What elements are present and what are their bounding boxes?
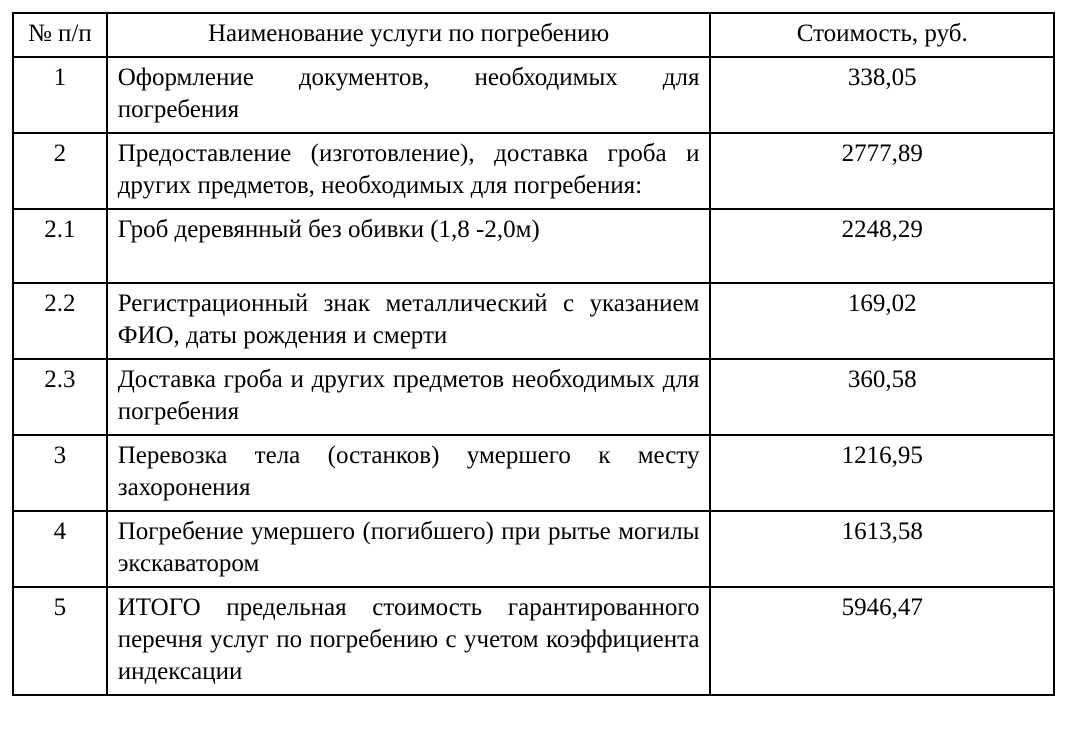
- cell-number: 2.3: [13, 359, 107, 435]
- cell-name: Предоставление (изготовление), доставка …: [107, 133, 711, 209]
- cell-cost: 360,58: [710, 359, 1054, 435]
- cell-cost: 1216,95: [710, 435, 1054, 511]
- cell-number: 4: [13, 511, 107, 587]
- cell-cost: 2248,29: [710, 209, 1054, 283]
- table-row: 2 Предоставление (изготовление), доставк…: [13, 133, 1054, 209]
- cell-name: Регистрационный знак металлический с ука…: [107, 283, 711, 359]
- cell-number: 3: [13, 435, 107, 511]
- cell-cost: 5946,47: [710, 587, 1054, 695]
- table-row: 2.3 Доставка гроба и других предметов не…: [13, 359, 1054, 435]
- cell-cost: 338,05: [710, 57, 1054, 133]
- cell-number: 2.2: [13, 283, 107, 359]
- cell-number: 2.1: [13, 209, 107, 283]
- table-row: 2.1 Гроб деревянный без обивки (1,8 -2,0…: [13, 209, 1054, 283]
- cell-number: 2: [13, 133, 107, 209]
- table-row: 1 Оформление документов, необходимых для…: [13, 57, 1054, 133]
- services-table: № п/п Наименование услуги по погребению …: [12, 12, 1055, 696]
- cell-name: Погребение умершего (погибшего) при рыть…: [107, 511, 711, 587]
- col-header-number: № п/п: [13, 13, 107, 57]
- table-row: 2.2 Регистрационный знак металлический с…: [13, 283, 1054, 359]
- cell-cost: 169,02: [710, 283, 1054, 359]
- cell-name: ИТОГО предельная стоимость гарантированн…: [107, 587, 711, 695]
- table-row: 4 Погребение умершего (погибшего) при ры…: [13, 511, 1054, 587]
- cell-name: Перевозка тела (останков) умершего к мес…: [107, 435, 711, 511]
- col-header-name: Наименование услуги по погребению: [107, 13, 711, 57]
- cell-number: 1: [13, 57, 107, 133]
- table-row: 5 ИТОГО предельная стоимость гарантирова…: [13, 587, 1054, 695]
- cell-cost: 2777,89: [710, 133, 1054, 209]
- cell-name: Гроб деревянный без обивки (1,8 -2,0м): [107, 209, 711, 283]
- cell-number: 5: [13, 587, 107, 695]
- table-header-row: № п/п Наименование услуги по погребению …: [13, 13, 1054, 57]
- table-row: 3 Перевозка тела (останков) умершего к м…: [13, 435, 1054, 511]
- cell-cost: 1613,58: [710, 511, 1054, 587]
- cell-name: Доставка гроба и других предметов необхо…: [107, 359, 711, 435]
- cell-name: Оформление документов, необходимых для п…: [107, 57, 711, 133]
- col-header-cost: Стоимость, руб.: [710, 13, 1054, 57]
